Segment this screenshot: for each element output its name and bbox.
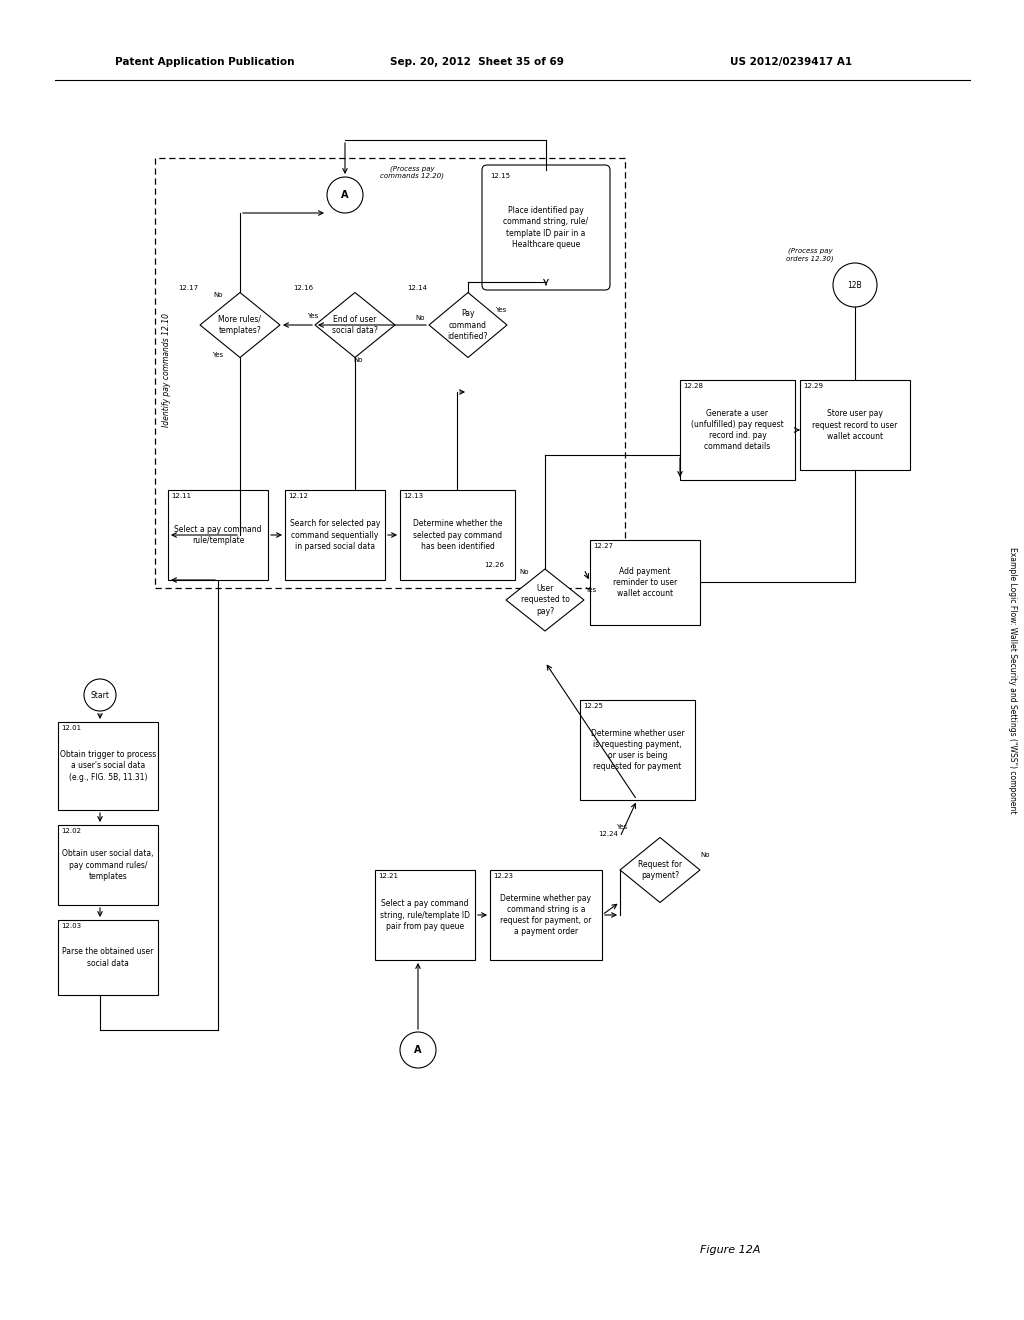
Text: 12.14: 12.14 [407, 285, 427, 292]
Circle shape [327, 177, 362, 213]
FancyBboxPatch shape [482, 165, 610, 290]
Text: Sep. 20, 2012  Sheet 35 of 69: Sep. 20, 2012 Sheet 35 of 69 [390, 57, 564, 67]
Text: 12.23: 12.23 [493, 873, 513, 879]
Text: No: No [416, 315, 425, 321]
Text: (Process pay
orders 12.30): (Process pay orders 12.30) [786, 248, 834, 261]
Text: No: No [519, 569, 528, 576]
Polygon shape [506, 569, 584, 631]
Text: Determine whether the
selected pay command
has been identified: Determine whether the selected pay comma… [413, 519, 502, 550]
FancyBboxPatch shape [800, 380, 910, 470]
Text: (Process pay
commands 12.20): (Process pay commands 12.20) [380, 165, 444, 180]
Text: 12.17: 12.17 [178, 285, 198, 292]
Text: Yes: Yes [585, 587, 596, 593]
Text: 12.29: 12.29 [803, 383, 823, 389]
FancyBboxPatch shape [580, 700, 695, 800]
Text: Patent Application Publication: Patent Application Publication [115, 57, 295, 67]
Text: Select a pay command
rule/template: Select a pay command rule/template [174, 525, 262, 545]
Text: Figure 12A: Figure 12A [700, 1245, 761, 1255]
Text: Yes: Yes [212, 352, 223, 358]
Text: 12.11: 12.11 [171, 492, 191, 499]
Text: Store user pay
request record to user
wallet account: Store user pay request record to user wa… [812, 409, 898, 441]
Text: Identify pay commands 12.10: Identify pay commands 12.10 [162, 313, 171, 426]
FancyBboxPatch shape [490, 870, 602, 960]
Text: Select a pay command
string, rule/template ID
pair from pay queue: Select a pay command string, rule/templa… [380, 899, 470, 931]
Text: 12B: 12B [848, 281, 862, 289]
Text: Place identified pay
command string, rule/
template ID pair in a
Healthcare queu: Place identified pay command string, rul… [504, 206, 589, 248]
Text: 12.02: 12.02 [61, 828, 81, 834]
FancyBboxPatch shape [285, 490, 385, 579]
Text: Obtain trigger to process
a user's social data
(e.g., FIG. 5B, 11.31): Obtain trigger to process a user's socia… [59, 750, 156, 781]
Text: No: No [700, 851, 710, 858]
Polygon shape [315, 293, 395, 358]
FancyBboxPatch shape [375, 870, 475, 960]
FancyBboxPatch shape [58, 920, 158, 995]
FancyBboxPatch shape [680, 380, 795, 480]
Text: 12.01: 12.01 [61, 725, 81, 731]
Polygon shape [200, 293, 280, 358]
FancyBboxPatch shape [58, 825, 158, 906]
Text: No: No [353, 356, 362, 363]
Circle shape [84, 678, 116, 711]
Text: Determine whether pay
command string is a
request for payment, or
a payment orde: Determine whether pay command string is … [501, 894, 592, 936]
Text: A: A [341, 190, 349, 201]
Text: Generate a user
(unfulfilled) pay request
record ind. pay
command details: Generate a user (unfulfilled) pay reques… [691, 409, 784, 451]
Text: Request for
payment?: Request for payment? [638, 859, 682, 880]
Text: A: A [415, 1045, 422, 1055]
Text: 12.16: 12.16 [293, 285, 313, 292]
Text: Yes: Yes [307, 313, 318, 319]
Text: 12.03: 12.03 [61, 923, 81, 929]
Circle shape [833, 263, 877, 308]
Polygon shape [429, 293, 507, 358]
Text: Example Logic Flow: Wallet Security and Settings ("WSS") component: Example Logic Flow: Wallet Security and … [1008, 546, 1017, 813]
Text: 12.25: 12.25 [583, 704, 603, 709]
Text: More rules/
templates?: More rules/ templates? [218, 315, 261, 335]
Text: No: No [213, 292, 223, 298]
Text: 12.15: 12.15 [490, 173, 510, 180]
Text: Yes: Yes [495, 308, 506, 313]
Text: Obtain user social data,
pay command rules/
templates: Obtain user social data, pay command rul… [62, 849, 154, 880]
Text: Determine whether user
is requesting payment,
or user is being
requested for pay: Determine whether user is requesting pay… [591, 729, 684, 771]
Text: 12.26: 12.26 [484, 562, 504, 568]
FancyBboxPatch shape [168, 490, 268, 579]
Text: Start: Start [90, 690, 110, 700]
Text: End of user
social data?: End of user social data? [332, 315, 378, 335]
Circle shape [400, 1032, 436, 1068]
Text: Pay
command
identified?: Pay command identified? [447, 309, 488, 341]
Text: 12.24: 12.24 [598, 830, 618, 837]
Text: 12.28: 12.28 [683, 383, 703, 389]
Text: 12.13: 12.13 [403, 492, 423, 499]
Text: US 2012/0239417 A1: US 2012/0239417 A1 [730, 57, 852, 67]
Text: User
requested to
pay?: User requested to pay? [520, 585, 569, 615]
FancyBboxPatch shape [590, 540, 700, 624]
Polygon shape [620, 837, 700, 903]
FancyBboxPatch shape [400, 490, 515, 579]
Text: Yes: Yes [616, 824, 628, 830]
Text: 12.21: 12.21 [378, 873, 398, 879]
FancyBboxPatch shape [58, 722, 158, 810]
Text: Add payment
reminder to user
wallet account: Add payment reminder to user wallet acco… [613, 566, 677, 598]
Text: 12.27: 12.27 [593, 543, 613, 549]
Text: 12.12: 12.12 [288, 492, 308, 499]
Text: Parse the obtained user
social data: Parse the obtained user social data [62, 948, 154, 968]
Text: Search for selected pay
command sequentially
in parsed social data: Search for selected pay command sequenti… [290, 519, 380, 550]
